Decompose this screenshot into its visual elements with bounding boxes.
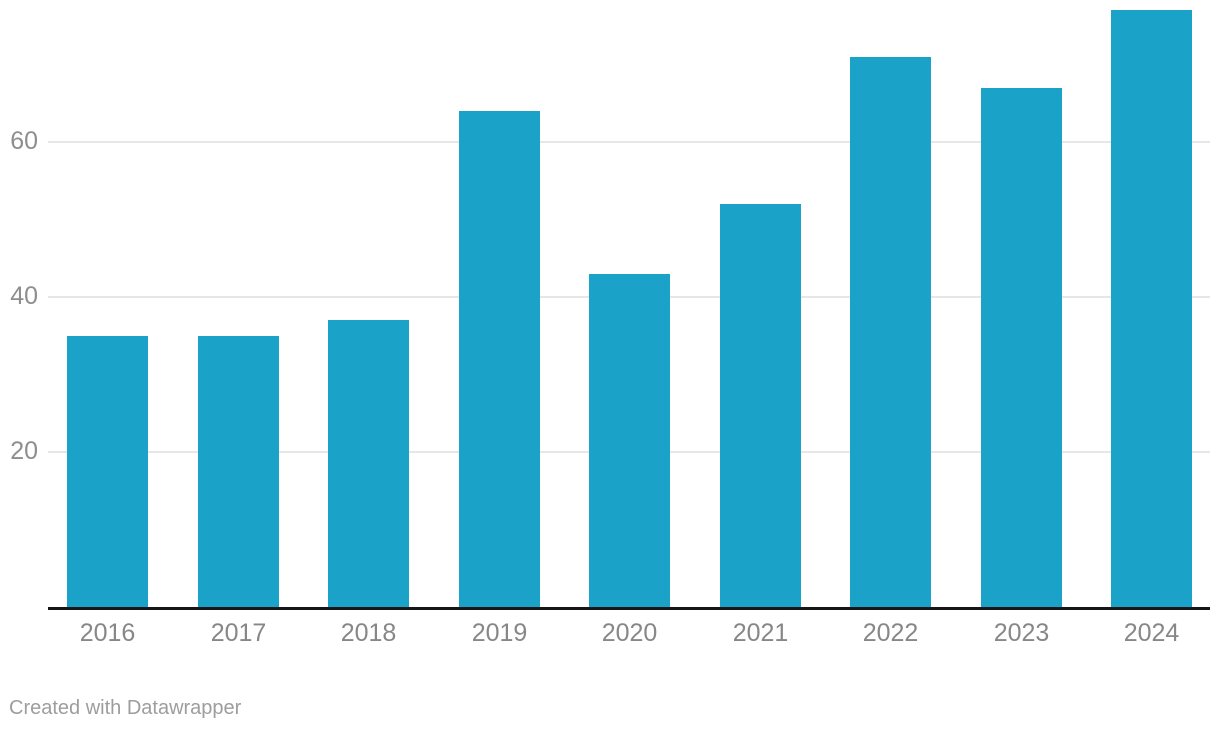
x-tick-label-2022: 2022 — [862, 619, 919, 647]
x-tick-label-2019: 2019 — [471, 619, 528, 647]
x-tick-label-2016: 2016 — [79, 619, 136, 647]
x-tick-label-2018: 2018 — [340, 619, 397, 647]
x-tick-label-2021: 2021 — [732, 619, 789, 647]
bar-2017[interactable] — [198, 336, 279, 607]
bar-2021[interactable] — [720, 204, 801, 607]
y-tick-label-60: 60 — [10, 127, 38, 155]
gridline-y-60 — [48, 141, 1210, 143]
x-axis-line — [48, 607, 1210, 610]
bar-2016[interactable] — [67, 336, 148, 607]
bar-2024[interactable] — [1111, 10, 1192, 607]
datawrapper-credit-link[interactable]: Created with Datawrapper — [9, 697, 242, 719]
bar-2023[interactable] — [981, 88, 1062, 607]
x-tick-label-2017: 2017 — [210, 619, 267, 647]
x-tick-label-2024: 2024 — [1123, 619, 1180, 647]
x-tick-label-2023: 2023 — [993, 619, 1050, 647]
y-tick-label-40: 40 — [10, 282, 38, 310]
bar-2022[interactable] — [850, 57, 931, 607]
x-tick-label-2020: 2020 — [601, 619, 658, 647]
bar-chart-plot-area: 20 40 60 2016 2017 2018 2019 2020 2021 2022 2023 20… — [10, 10, 1210, 647]
bar-2018[interactable] — [328, 320, 409, 607]
bar-2020[interactable] — [589, 274, 670, 607]
y-tick-label-20: 20 — [10, 437, 38, 465]
bar-2019[interactable] — [459, 111, 540, 607]
